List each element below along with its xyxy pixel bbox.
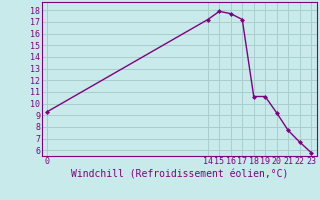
X-axis label: Windchill (Refroidissement éolien,°C): Windchill (Refroidissement éolien,°C) — [70, 169, 288, 179]
